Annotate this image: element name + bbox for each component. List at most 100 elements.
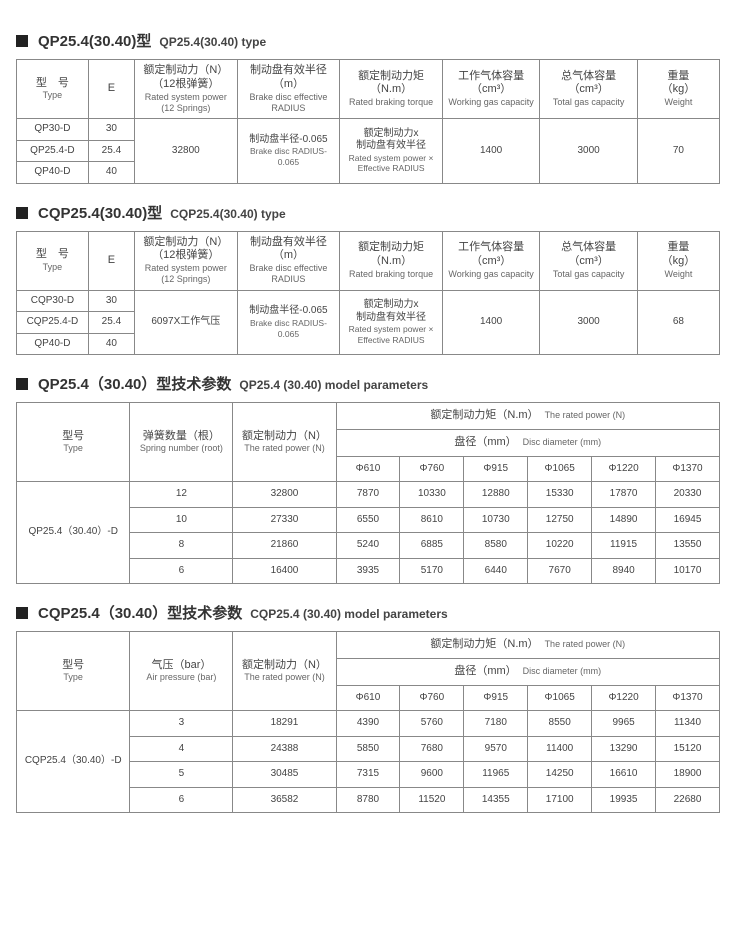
cell-pressure: 3 [130, 711, 233, 737]
cell-val: 17100 [528, 787, 592, 813]
hdr-dia: Φ1220 [592, 685, 656, 711]
cell-val: 10730 [464, 507, 528, 533]
cell-power: 32800 [135, 119, 238, 184]
hdr-e: E [88, 60, 134, 119]
section2-title: CQP25.4(30.40)型 CQP25.4(30.40) type [16, 202, 720, 223]
cell-type: QP40-D [17, 333, 89, 355]
cell-power: 36582 [233, 787, 336, 813]
hdr-dia: Φ1370 [656, 456, 720, 482]
cell-pressure: 4 [130, 736, 233, 762]
hdr-dia: Φ760 [400, 456, 464, 482]
cell-val: 5850 [336, 736, 400, 762]
cell-val: 6550 [336, 507, 400, 533]
cell-power: 18291 [233, 711, 336, 737]
section4-title: CQP25.4（30.40）型技术参数 CQP25.4 (30.40) mode… [16, 602, 720, 623]
section4-title-cn: CQP25.4（30.40）型技术参数 [38, 602, 242, 623]
cell-val: 12750 [528, 507, 592, 533]
cell-val: 12880 [464, 482, 528, 508]
hdr-torque: 额定制动力矩（N.m）The rated power (N) [336, 403, 720, 430]
cell-val: 10220 [528, 533, 592, 559]
square-icon [16, 607, 28, 619]
cell-val: 7870 [336, 482, 400, 508]
cell-type: QP25.4-D [17, 140, 89, 162]
table-cqp-type: 型 号Type E 额定制动力（N）（12根弹簧）Rated system po… [16, 231, 720, 356]
cell-val: 9570 [464, 736, 528, 762]
cell-val: 7180 [464, 711, 528, 737]
cell-val: 18900 [656, 762, 720, 788]
cell-val: 8610 [400, 507, 464, 533]
cell-power: 21860 [233, 533, 336, 559]
cell-e: 25.4 [88, 312, 134, 334]
hdr-dia: Φ760 [400, 685, 464, 711]
hdr-torque: 额定制动力矩（N.m）The rated power (N) [336, 632, 720, 659]
cell-e: 40 [88, 333, 134, 355]
cell-val: 15120 [656, 736, 720, 762]
cell-power: 24388 [233, 736, 336, 762]
hdr-dia: Φ915 [464, 685, 528, 711]
cell-e: 40 [88, 162, 134, 184]
hdr-pressure: 气压（bar）Air pressure (bar) [130, 632, 233, 711]
cell-totalgas: 3000 [540, 119, 637, 184]
hdr-type: 型号Type [17, 403, 130, 482]
section3-title-cn: QP25.4（30.40）型技术参数 [38, 373, 231, 394]
cell-e: 30 [88, 119, 134, 141]
hdr-workgas: 工作气体容量（cm³）Working gas capacity [442, 60, 539, 119]
section4-title-en: CQP25.4 (30.40) model parameters [250, 607, 447, 621]
cell-type: QP30-D [17, 119, 89, 141]
cell-val: 15330 [528, 482, 592, 508]
cell-val: 8550 [528, 711, 592, 737]
table-cqp-params: 型号Type 气压（bar）Air pressure (bar) 额定制动力（N… [16, 631, 720, 813]
hdr-power: 额定制动力（N）（12根弹簧）Rated system power(12 Spr… [135, 231, 238, 290]
cell-val: 11965 [464, 762, 528, 788]
cell-power: 16400 [233, 558, 336, 584]
hdr-torque: 额定制动力矩（N.m）Rated braking torque [340, 231, 443, 290]
cell-pressure: 5 [130, 762, 233, 788]
cell-type: QP25.4（30.40）-D [17, 482, 130, 584]
cell-val: 7680 [400, 736, 464, 762]
cell-val: 8780 [336, 787, 400, 813]
hdr-radius: 制动盘有效半径（m）Brake disc effectiveRADIUS [237, 60, 340, 119]
cell-val: 7670 [528, 558, 592, 584]
hdr-dia: Φ610 [336, 685, 400, 711]
hdr-weight: 重量（kg）Weight [637, 231, 719, 290]
cell-val: 5240 [336, 533, 400, 559]
cell-type: QP40-D [17, 162, 89, 184]
cell-val: 19935 [592, 787, 656, 813]
hdr-totalgas: 总气体容量（cm³）Total gas capacity [540, 60, 637, 119]
hdr-dia: Φ915 [464, 456, 528, 482]
cell-val: 6885 [400, 533, 464, 559]
section3-title: QP25.4（30.40）型技术参数 QP25.4 (30.40) model … [16, 373, 720, 394]
table-qp-params: 型号Type 弹簧数量（根）Spring number (root) 额定制动力… [16, 402, 720, 584]
hdr-e: E [88, 231, 134, 290]
cell-val: 11400 [528, 736, 592, 762]
hdr-power: 额定制动力（N）The rated power (N) [233, 403, 336, 482]
hdr-torque: 额定制动力矩（N.m）Rated braking torque [340, 60, 443, 119]
section2-title-en: CQP25.4(30.40) type [170, 207, 285, 221]
cell-val: 16945 [656, 507, 720, 533]
cell-totalgas: 3000 [540, 290, 637, 355]
hdr-spring: 弹簧数量（根）Spring number (root) [130, 403, 233, 482]
section1-title-en: QP25.4(30.40) type [159, 35, 266, 49]
cell-val: 14890 [592, 507, 656, 533]
hdr-type: 型 号Type [17, 60, 89, 119]
cell-workgas: 1400 [442, 290, 539, 355]
cell-workgas: 1400 [442, 119, 539, 184]
hdr-type: 型 号Type [17, 231, 89, 290]
cell-radius: 制动盘半径-0.065Brake disc RADIUS-0.065 [237, 290, 340, 355]
hdr-workgas: 工作气体容量（cm³）Working gas capacity [442, 231, 539, 290]
hdr-radius: 制动盘有效半径（m）Brake disc effectiveRADIUS [237, 231, 340, 290]
cell-val: 9965 [592, 711, 656, 737]
cell-val: 8580 [464, 533, 528, 559]
cell-val: 14250 [528, 762, 592, 788]
cell-val: 6440 [464, 558, 528, 584]
section3-title-en: QP25.4 (30.40) model parameters [239, 378, 428, 392]
hdr-dia: Φ1065 [528, 685, 592, 711]
cell-val: 11915 [592, 533, 656, 559]
cell-power: 32800 [233, 482, 336, 508]
cell-e: 25.4 [88, 140, 134, 162]
cell-spring: 10 [130, 507, 233, 533]
cell-spring: 8 [130, 533, 233, 559]
cell-val: 11520 [400, 787, 464, 813]
cell-power: 27330 [233, 507, 336, 533]
cell-val: 9600 [400, 762, 464, 788]
